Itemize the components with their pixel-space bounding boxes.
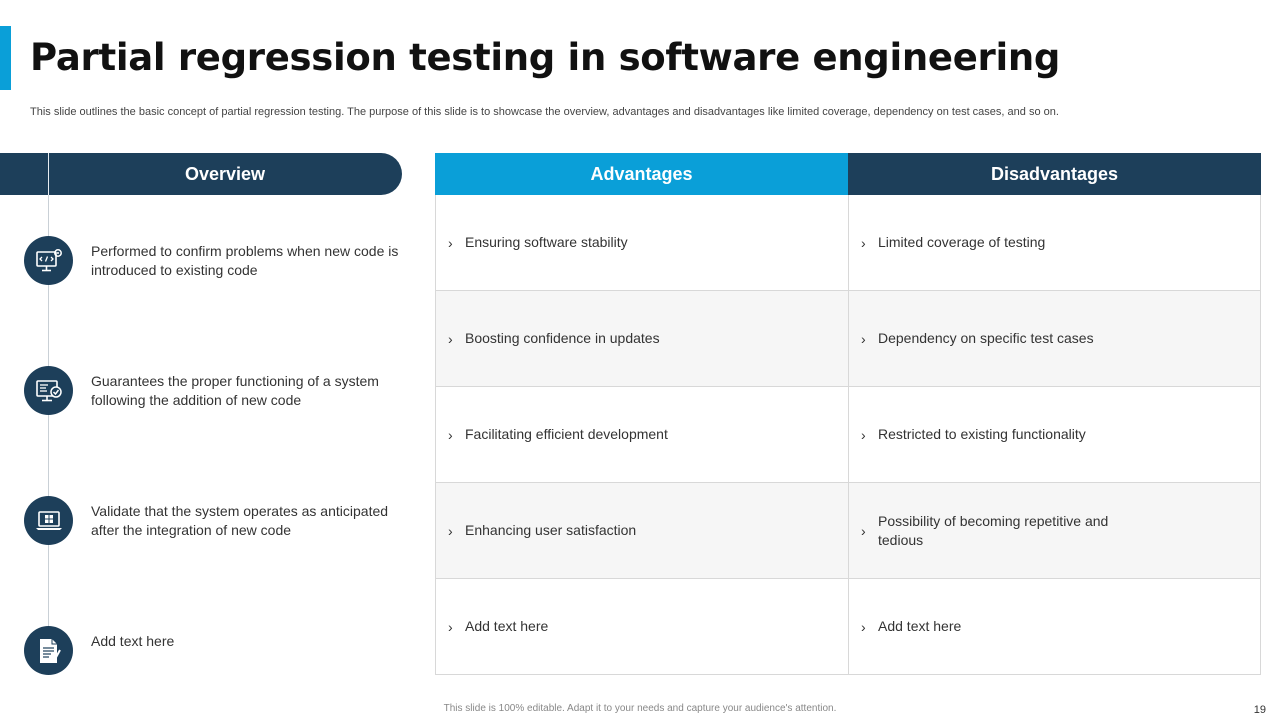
disadvantage-text: Possibility of becoming repetitive and t…	[878, 512, 1109, 548]
advantage-text: Add text here	[465, 618, 549, 634]
monitor-check-icon	[24, 366, 73, 415]
disadvantage-text: Limited coverage of testing	[878, 234, 1046, 250]
table-row: › Boosting confidence in updates › Depen…	[435, 291, 1261, 387]
disadvantage-cell: › Limited coverage of testing	[848, 195, 1261, 291]
overview-item-text: Validate that the system operates as ant…	[91, 503, 389, 538]
overview-header-label: Overview	[184, 164, 266, 184]
overview-item-text: Guarantees the proper functioning of a s…	[91, 373, 379, 408]
disadvantage-cell: › Add text here	[848, 579, 1261, 675]
chevron-right-icon: ›	[448, 522, 453, 539]
chevron-right-icon: ›	[861, 426, 866, 443]
table-row: › Ensuring software stability › Limited …	[435, 195, 1261, 291]
overview-item-text: Add text here	[91, 633, 175, 649]
advantage-text: Boosting confidence in updates	[465, 330, 660, 346]
table-row: › Enhancing user satisfaction › Possibil…	[435, 483, 1261, 579]
overview-item-text: Performed to confirm problems when new c…	[91, 243, 399, 278]
disadvantage-text: Add text here	[878, 618, 962, 634]
code-gear-icon	[24, 236, 73, 285]
advantage-cell: › Facilitating efficient development	[435, 387, 848, 483]
advantages-header: Advantages	[435, 153, 848, 195]
overview-header-divider	[48, 153, 49, 195]
chevron-right-icon: ›	[448, 426, 453, 443]
disadvantage-cell: › Possibility of becoming repetitive and…	[848, 483, 1261, 579]
table-row: › Facilitating efficient development › R…	[435, 387, 1261, 483]
title-accent-bar	[0, 26, 11, 90]
laptop-windows-icon	[24, 496, 73, 545]
disadvantages-header: Disadvantages	[848, 153, 1261, 195]
slide-footer-note: This slide is 100% editable. Adapt it to…	[443, 703, 837, 714]
advantage-cell: › Add text here	[435, 579, 848, 675]
advantage-text: Ensuring software stability	[465, 234, 628, 250]
table-row: › Add text here › Add text here	[435, 579, 1261, 675]
disadvantage-cell: › Restricted to existing functionality	[848, 387, 1261, 483]
slide-title: Partial regression testing in software e…	[30, 36, 1061, 79]
advantage-text: Enhancing user satisfaction	[465, 522, 637, 538]
document-pen-icon	[24, 626, 73, 675]
chevron-right-icon: ›	[861, 330, 866, 347]
overview-header: Overview	[0, 153, 402, 195]
advantages-disadvantages-table: Advantages Disadvantages › Ensuring soft…	[435, 153, 1261, 675]
advantage-text: Facilitating efficient development	[465, 426, 668, 442]
chevron-right-icon: ›	[448, 234, 453, 251]
chevron-right-icon: ›	[861, 522, 866, 539]
chevron-right-icon: ›	[861, 618, 866, 635]
disadvantage-cell: › Dependency on specific test cases	[848, 291, 1261, 387]
overview-timeline-line	[48, 195, 49, 650]
slide-subtitle: This slide outlines the basic concept of…	[30, 106, 1059, 118]
chevron-right-icon: ›	[861, 234, 866, 251]
advantage-cell: › Enhancing user satisfaction	[435, 483, 848, 579]
disadvantage-text: Dependency on specific test cases	[878, 330, 1094, 346]
chevron-right-icon: ›	[448, 618, 453, 635]
page-number: 19	[1253, 704, 1266, 716]
advantage-cell: › Boosting confidence in updates	[435, 291, 848, 387]
disadvantage-text: Restricted to existing functionality	[878, 426, 1086, 442]
chevron-right-icon: ›	[448, 330, 453, 347]
advantage-cell: › Ensuring software stability	[435, 195, 848, 291]
